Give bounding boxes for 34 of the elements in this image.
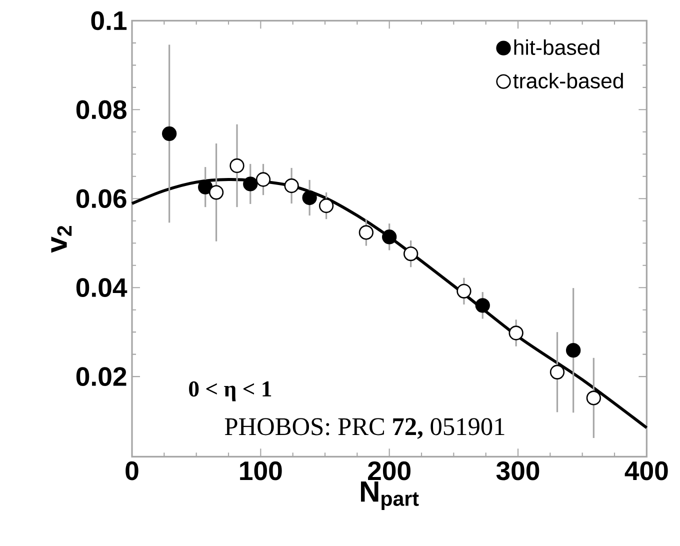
annotation: PHOBOS: PRC 72, 051901 [224,418,504,439]
point [586,390,601,406]
y-tick-label: 0.04 [76,278,128,298]
point [208,185,224,200]
point [243,176,258,192]
legend-label: hit-based [514,39,600,56]
point [284,178,299,194]
point [198,180,213,194]
point [230,158,244,174]
point [256,172,271,187]
y-tick-label: 0.02 [76,367,126,386]
x-tick-label: 100 [240,461,282,480]
y-tick-label: 0.1 [91,11,127,30]
x-tick-label: 200 [368,461,410,480]
point [475,298,490,313]
y-axis-title: v$_{2}$ [51,226,72,253]
point [162,126,177,142]
annotation: 0 < η < 1 [189,381,272,402]
x-tick-label: 300 [496,461,540,480]
legend-label: track-based [513,72,623,88]
point [358,225,374,240]
point [550,364,565,380]
point [302,190,317,206]
y-tick-label: 0.06 [76,189,126,208]
x-tick-label: 400 [624,461,668,480]
point [508,326,524,340]
point [318,198,334,214]
point [566,343,581,358]
point [403,246,418,262]
x-axis-title: N$_{part}$ [360,481,419,510]
y-tick-label: 0.08 [76,100,126,120]
point [456,284,472,298]
point [382,230,397,244]
x-tick-label: 0 [126,461,138,480]
